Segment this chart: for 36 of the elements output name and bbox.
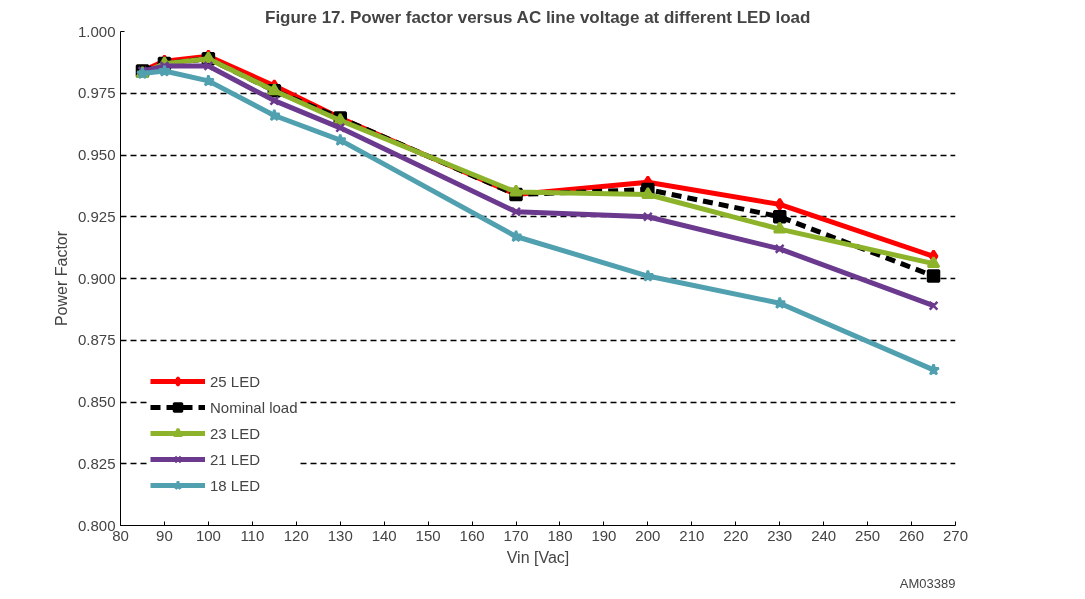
x-axis-title: Vin [Vac] bbox=[506, 548, 570, 566]
x-tick-label: 100 bbox=[195, 526, 221, 544]
y-tick-label: 1.000 bbox=[77, 22, 116, 40]
y-tick-label: 0.875 bbox=[77, 331, 116, 349]
x-tick-label: 230 bbox=[767, 526, 793, 544]
x-tick-label: 250 bbox=[855, 526, 881, 544]
x-tick-label: 130 bbox=[327, 526, 353, 544]
legend-label: 23 LED bbox=[210, 424, 261, 442]
y-tick-label: 0.850 bbox=[77, 393, 116, 410]
text: AM03389 bbox=[899, 575, 956, 591]
x-tick-label: 170 bbox=[503, 526, 529, 544]
y-tick-label: 0.950 bbox=[77, 146, 116, 163]
y-tick-label: 0.975 bbox=[77, 84, 116, 102]
x-tick-label: 150 bbox=[415, 526, 441, 544]
x-tick-label: 110 bbox=[240, 526, 265, 544]
y-tick-label: 0.825 bbox=[77, 454, 116, 472]
x-tick-label: 200 bbox=[635, 526, 661, 544]
legend-label: 21 LED bbox=[210, 450, 261, 468]
legend-label: 18 LED bbox=[210, 476, 261, 494]
x-tick-label: 90 bbox=[156, 526, 173, 544]
x-tick-label: 240 bbox=[811, 526, 837, 544]
x-tick-label: 120 bbox=[283, 526, 309, 544]
x-tick-label: 180 bbox=[547, 526, 573, 544]
chart-title: Figure 17. Power factor versus AC line voltage at different LED load bbox=[264, 7, 811, 27]
y-tick-label: 0.925 bbox=[77, 207, 116, 225]
x-tick-label: 270 bbox=[942, 526, 969, 544]
x-tick-label: 260 bbox=[899, 526, 925, 544]
x-tick-label: 140 bbox=[371, 526, 397, 544]
x-tick-label: 220 bbox=[723, 526, 749, 544]
x-tick-label: 210 bbox=[679, 526, 705, 544]
legend-label: Nominal load bbox=[210, 398, 298, 416]
y-axis-title: Power Factor bbox=[52, 230, 70, 327]
y-tick-label: 0.900 bbox=[77, 269, 116, 287]
x-tick-label: 190 bbox=[591, 526, 617, 544]
x-tick-label: 160 bbox=[459, 526, 485, 544]
legend-label: 25 LED bbox=[210, 372, 261, 390]
